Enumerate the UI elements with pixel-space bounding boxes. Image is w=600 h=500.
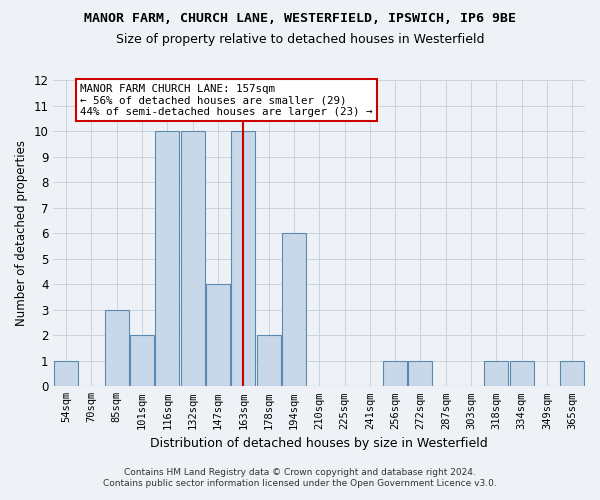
Text: Contains HM Land Registry data © Crown copyright and database right 2024.
Contai: Contains HM Land Registry data © Crown c… xyxy=(103,468,497,487)
Text: Size of property relative to detached houses in Westerfield: Size of property relative to detached ho… xyxy=(116,32,484,46)
Y-axis label: Number of detached properties: Number of detached properties xyxy=(15,140,28,326)
Bar xyxy=(560,361,584,386)
Bar xyxy=(409,361,433,386)
Text: MANOR FARM CHURCH LANE: 157sqm
← 56% of detached houses are smaller (29)
44% of : MANOR FARM CHURCH LANE: 157sqm ← 56% of … xyxy=(80,84,373,117)
Bar xyxy=(383,361,407,386)
Bar xyxy=(257,336,281,386)
Bar xyxy=(231,131,255,386)
Bar xyxy=(54,361,78,386)
Bar xyxy=(282,233,306,386)
Bar xyxy=(104,310,129,386)
Bar xyxy=(206,284,230,386)
Bar xyxy=(484,361,508,386)
Text: MANOR FARM, CHURCH LANE, WESTERFIELD, IPSWICH, IP6 9BE: MANOR FARM, CHURCH LANE, WESTERFIELD, IP… xyxy=(84,12,516,26)
Bar xyxy=(509,361,534,386)
Bar xyxy=(130,336,154,386)
Bar xyxy=(155,131,179,386)
Bar xyxy=(181,131,205,386)
X-axis label: Distribution of detached houses by size in Westerfield: Distribution of detached houses by size … xyxy=(151,437,488,450)
